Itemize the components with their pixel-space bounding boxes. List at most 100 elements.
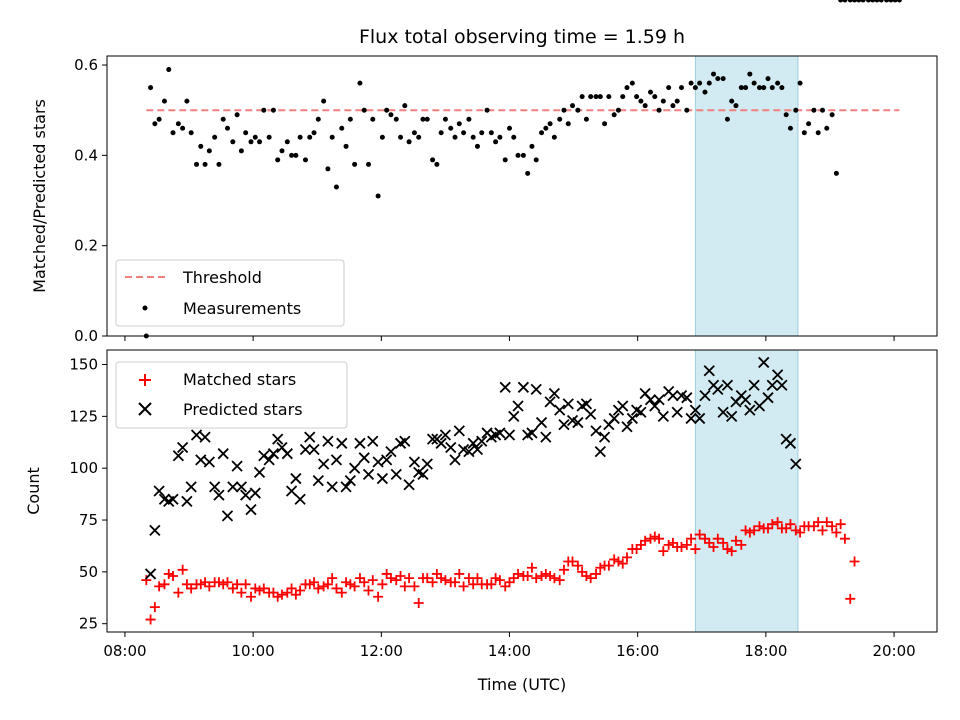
- measurement-point: [230, 139, 236, 145]
- measurement-point: [870, 0, 876, 3]
- matched-star-point: [813, 517, 824, 528]
- matched-star-point: [654, 533, 665, 544]
- matched-star-point: [436, 573, 447, 584]
- predicted-star-point: [739, 394, 752, 406]
- matched-star-point: [422, 573, 433, 584]
- predicted-star-point: [554, 404, 566, 416]
- measurement-point: [352, 161, 358, 167]
- measurement-point: [311, 130, 317, 136]
- matched-star-point: [790, 525, 801, 536]
- predicted-star-point: [753, 400, 766, 412]
- measurement-point: [620, 94, 626, 100]
- matched-star-point: [440, 575, 451, 586]
- measurement-point: [539, 130, 545, 136]
- matched-star-point: [572, 560, 583, 571]
- measurement-point: [370, 116, 376, 122]
- matched-star-point: [567, 556, 578, 567]
- count-legend: Matched stars Predicted stars: [115, 361, 348, 429]
- predicted-star-point: [685, 412, 697, 425]
- predicted-star-point: [621, 421, 633, 433]
- measurement-point: [801, 130, 807, 136]
- measurement-point: [551, 134, 557, 140]
- measurement-point: [652, 94, 658, 100]
- matched-star-point: [145, 614, 156, 625]
- measurement-point: [424, 116, 430, 122]
- measurement-point: [430, 157, 436, 163]
- matched-star-point: [708, 541, 719, 552]
- matched-star-point: [173, 587, 184, 598]
- predicted-star-point: [748, 379, 760, 391]
- legend-matched-label: Matched stars: [183, 370, 296, 389]
- measurement-point: [456, 121, 462, 127]
- matched-star-point: [663, 539, 674, 550]
- measurement-point: [529, 143, 535, 149]
- measurement-point: [161, 98, 167, 104]
- predicted-star-point: [381, 454, 393, 466]
- measurement-point: [493, 139, 499, 145]
- predicted-star-point: [312, 474, 324, 487]
- predicted-star-point: [653, 394, 665, 406]
- predicted-star-point: [530, 383, 542, 396]
- matched-star-point: [322, 579, 333, 590]
- ratio-legend: Threshold Measurements: [115, 259, 345, 327]
- chart-title: Flux total observing time = 1.59 h: [359, 26, 685, 48]
- predicted-star-point: [689, 404, 702, 416]
- y-tick-label: 100: [69, 459, 98, 477]
- matched-star-point: [772, 517, 783, 528]
- measurement-point: [688, 80, 694, 86]
- matched-star-point: [744, 527, 755, 538]
- measurement-point: [747, 71, 753, 77]
- x-tick-label: 20:00: [872, 642, 915, 660]
- matched-star-point: [359, 577, 370, 588]
- predicted-star-point: [213, 489, 225, 501]
- matched-star-point: [345, 579, 356, 590]
- measurement-point: [624, 85, 630, 91]
- measurement-point: [597, 94, 603, 100]
- predicted-star-point: [703, 365, 715, 377]
- predicted-star-point: [253, 466, 266, 478]
- measurement-point: [325, 166, 331, 172]
- measurement-point: [497, 134, 503, 140]
- predicted-star-point: [348, 462, 361, 474]
- measurement-point: [384, 107, 390, 113]
- matched-star-point: [195, 579, 206, 590]
- matched-star-point: [835, 519, 846, 530]
- measurement-point: [248, 139, 254, 145]
- legend-predicted-swatch: [138, 402, 152, 416]
- measurement-point: [275, 157, 281, 163]
- legend-matched-swatch: [139, 374, 151, 386]
- measurement-point: [878, 0, 884, 3]
- matched-star-point: [649, 531, 660, 542]
- predicted-star-point: [153, 485, 165, 497]
- predicted-star-point: [544, 396, 556, 408]
- predicted-star-point: [726, 410, 738, 422]
- matched-star-point: [218, 579, 229, 590]
- matched-star-point: [681, 539, 692, 550]
- predicted-star-point: [181, 495, 193, 508]
- predicted-star-point: [526, 427, 538, 439]
- measurement-point: [511, 134, 517, 140]
- matched-star-point: [236, 587, 247, 598]
- measurement-point: [543, 125, 549, 131]
- predicted-star-point: [758, 356, 770, 369]
- predicted-star-point: [558, 419, 570, 431]
- matched-star-point: [658, 546, 669, 557]
- matched-star-point: [536, 571, 547, 582]
- matched-star-point: [821, 517, 832, 528]
- measurement-point: [629, 80, 635, 86]
- measurement-point: [420, 116, 426, 122]
- predicted-star-point: [608, 412, 620, 425]
- matched-star-point: [272, 591, 283, 602]
- matched-star-point: [159, 579, 170, 590]
- predicted-star-point: [281, 448, 293, 460]
- measurement-point: [660, 98, 666, 104]
- measurement-point: [711, 71, 717, 77]
- matched-star-point: [404, 573, 415, 584]
- predicted-star-point: [367, 435, 379, 447]
- measurement-point: [611, 112, 617, 118]
- predicted-star-point: [590, 425, 602, 437]
- predicted-star-point: [671, 406, 683, 418]
- matched-star-point: [186, 583, 197, 594]
- measurement-point: [261, 107, 267, 113]
- count-panel: 25 50 75 100 125 150 08:00 10:00 12:00 14:00 16:0…: [24, 350, 938, 660]
